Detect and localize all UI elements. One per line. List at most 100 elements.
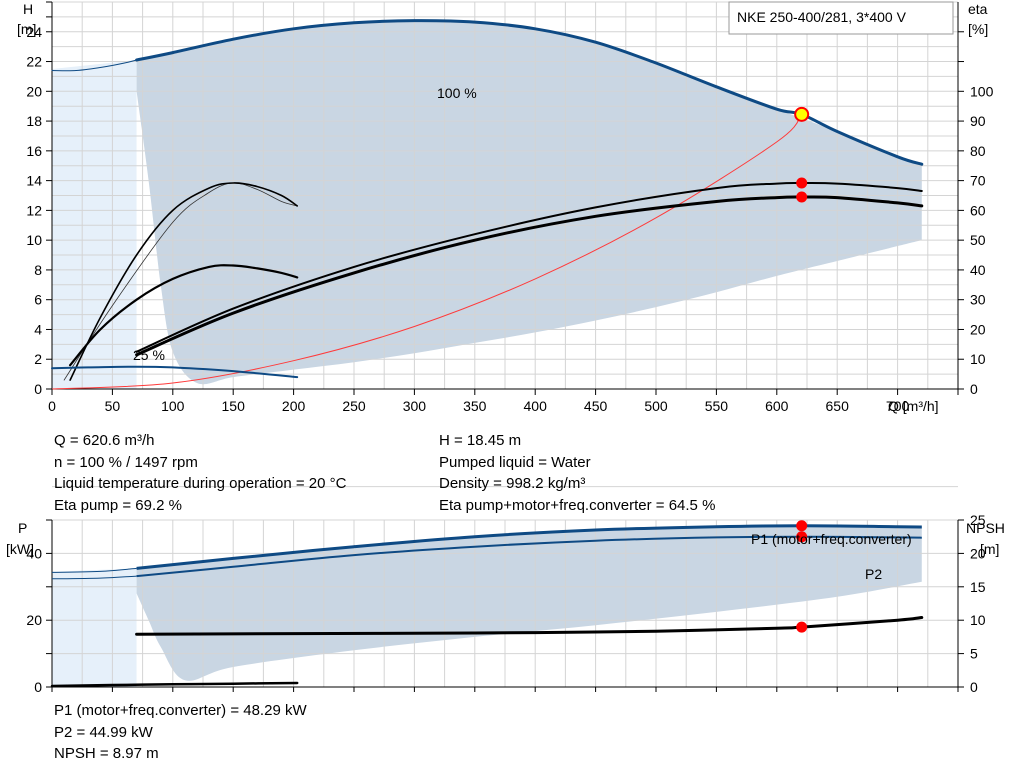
y2-tick-label: 15 [970, 579, 986, 595]
y-tick-label: 2 [34, 351, 42, 367]
info-p1: P1 (motor+freq.converter) = 48.29 kW [54, 702, 307, 719]
x-tick-label: 150 [222, 398, 246, 414]
y2-axis-unit: [%] [968, 21, 988, 37]
y2-tick-label: 60 [970, 202, 986, 218]
x-tick-label: 0 [48, 398, 56, 414]
duty-point-marker [796, 621, 808, 633]
p1-curve [136, 524, 922, 570]
info-density: Density = 998.2 kg/m³ [439, 475, 586, 492]
y2-tick-label: 100 [970, 83, 994, 99]
info-eta-total: Eta pump+motor+freq.converter = 64.5 % [439, 496, 716, 514]
duty-point-marker [796, 531, 808, 543]
envelope-low-speed-area [52, 568, 137, 687]
system-curve [51, 113, 803, 390]
y-tick-label: 4 [34, 321, 42, 337]
envelope-area [136, 20, 922, 385]
x-tick-label: 600 [765, 398, 789, 414]
info-eta-pump: Eta pump = 69.2 % [54, 496, 182, 514]
y-tick-label: 12 [26, 202, 42, 218]
p2-curve [136, 535, 922, 578]
envelope-area [136, 525, 922, 681]
y2-tick-label: 40 [970, 262, 986, 278]
info-pumped-liquid: Pumped liquid = Water [439, 453, 591, 471]
envelope-low-speed-area [52, 60, 137, 390]
y-axis-unit: [kW] [6, 541, 34, 557]
title-box-text: NKE 250-400/281, 3*400 V [737, 9, 907, 25]
y-tick-label: 0 [34, 679, 42, 695]
duty-point-marker [796, 177, 808, 189]
y-tick-label: 40 [26, 545, 42, 561]
y-tick-label: 22 [26, 54, 42, 70]
y2-axis-label: NPSH [966, 520, 1005, 536]
x-tick-label: 250 [342, 398, 366, 414]
y2-tick-label: 10 [970, 351, 986, 367]
eta-pump-curve [135, 181, 923, 353]
info-right: H = 18.45 m Pumped liquid = Water Densit… [439, 430, 715, 516]
head-efficiency-chart: 100 %25 %0246810121416182022240102030405… [17, 1, 994, 414]
duty-point-marker [796, 520, 808, 532]
title-box [728, 1, 954, 35]
head-curve-100-percent [135, 19, 924, 166]
y2-tick-label: 25 [970, 512, 986, 528]
y-tick-label: 6 [34, 292, 42, 308]
y2-tick-label: 20 [970, 545, 986, 561]
y-tick-label: 8 [34, 262, 42, 278]
x-axis-label: Q [m³/h] [888, 398, 939, 414]
y2-tick-label: 10 [970, 612, 986, 628]
annotation-25-percent: 25 % [133, 347, 165, 363]
y-axis-label: P [18, 520, 27, 536]
y2-tick-label: 90 [970, 113, 986, 129]
annotation-p2: P2 [865, 566, 882, 582]
y2-tick-label: 80 [970, 143, 986, 159]
x-tick-label: 650 [826, 398, 850, 414]
x-tick-label: 100 [161, 398, 185, 414]
eta-curve-min-speed-thin [63, 182, 298, 381]
y-tick-label: 10 [26, 232, 42, 248]
y-axis-unit: [m] [17, 21, 36, 37]
y2-tick-label: 0 [970, 381, 978, 397]
y-tick-label: 14 [26, 173, 42, 189]
info-left: Q = 620.6 m³/h n = 100 % / 1497 rpm Liqu… [54, 430, 346, 516]
p2-curve-thin [51, 575, 137, 580]
x-tick-label: 300 [403, 398, 427, 414]
info-head: H = 18.45 m [439, 432, 522, 449]
y-axis-label: H [23, 1, 33, 17]
info-liquid-temperature: Liquid temperature during operation = 20… [54, 475, 347, 492]
y2-axis-unit: [m] [980, 541, 999, 557]
annotation-p1: P1 (motor+freq.converter) [751, 531, 912, 547]
y-tick-label: 24 [26, 24, 42, 40]
power-curve-low-speed [50, 681, 299, 688]
info-bottom: P1 (motor+freq.converter) = 48.29 kW P2 … [54, 700, 307, 765]
y2-tick-label: 5 [970, 646, 978, 662]
y-tick-label: 16 [26, 143, 42, 159]
power-npsh-chart: P1 (motor+freq.converter) P2 0 20 40 0 5 10 15 20… [6, 486, 1005, 695]
y-tick-label: 20 [26, 83, 42, 99]
x-tick-label: 50 [105, 398, 121, 414]
x-tick-label: 500 [644, 398, 668, 414]
eta-curve-low-speed [69, 182, 298, 381]
x-tick-label: 450 [584, 398, 608, 414]
npsh-curve [135, 616, 924, 636]
x-tick-label: 550 [705, 398, 729, 414]
duty-point [794, 106, 810, 122]
y2-tick-label: 0 [970, 679, 978, 695]
eta-total-curve [135, 195, 924, 357]
y2-tick-label: 20 [970, 321, 986, 337]
info-speed: n = 100 % / 1497 rpm [54, 453, 198, 471]
head-curve-25-percent [51, 365, 299, 379]
y-tick-label: 20 [26, 612, 42, 628]
p1-curve-thin [51, 567, 137, 573]
y2-axis-label: eta [968, 1, 988, 17]
head-curve-100-percent-thin [51, 59, 138, 72]
duty-point-marker [796, 191, 808, 203]
x-tick-label: 700 [886, 398, 910, 414]
y-tick-label: 18 [26, 113, 42, 129]
x-tick-label: 200 [282, 398, 306, 414]
annotation-100-percent: 100 % [437, 85, 477, 101]
x-tick-label: 350 [463, 398, 487, 414]
x-tick-label: 400 [524, 398, 548, 414]
y2-tick-label: 50 [970, 232, 986, 248]
info-flow: Q = 620.6 m³/h [54, 432, 155, 449]
y2-tick-label: 70 [970, 173, 986, 189]
